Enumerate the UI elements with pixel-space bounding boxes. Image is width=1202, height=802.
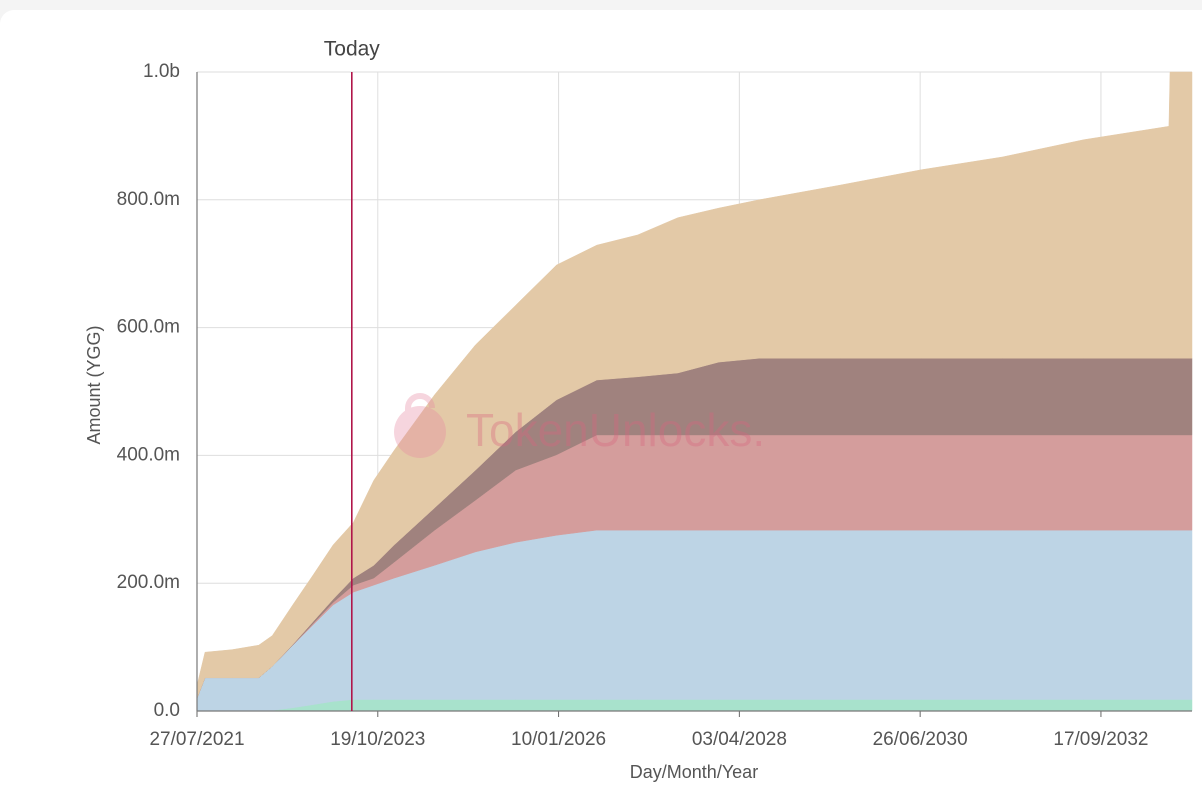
- today-label: Today: [324, 38, 381, 61]
- area: [196, 71, 1193, 699]
- y-tick-label: 200.0m: [117, 572, 180, 593]
- watermark: TokenUnlocks.: [394, 393, 765, 458]
- x-tick-label: 10/01/2026: [511, 729, 606, 750]
- x-tick-label: 26/06/2030: [873, 729, 968, 750]
- foreground: 0.0 200.0m 400.0m 600.0m 800.0m 1.0b 27/07/202…: [117, 38, 1192, 750]
- x-tick-label: 27/07/2021: [149, 729, 244, 750]
- watermark-logo-shackle: [405, 393, 435, 420]
- areas: [196, 71, 1193, 712]
- x-axis-title: Day/Month/Year: [630, 762, 758, 782]
- y-tick-label: 600.0m: [117, 317, 180, 338]
- y-tick-label: 1.0b: [143, 61, 180, 82]
- y-axis-title: Amount (YGG): [84, 325, 104, 444]
- x-tick-label: 17/09/2032: [1053, 729, 1148, 750]
- watermark-text: TokenUnlocks.: [466, 404, 765, 456]
- y-tick-label: 800.0m: [117, 189, 180, 210]
- x-tick-label: 03/04/2028: [692, 729, 787, 750]
- y-tick-label: 0.0: [154, 700, 180, 721]
- area: [197, 699, 1193, 712]
- x-tick-label: 19/10/2023: [330, 729, 425, 750]
- watermark-logo: [394, 406, 446, 458]
- y-tick-label: 400.0m: [117, 444, 180, 465]
